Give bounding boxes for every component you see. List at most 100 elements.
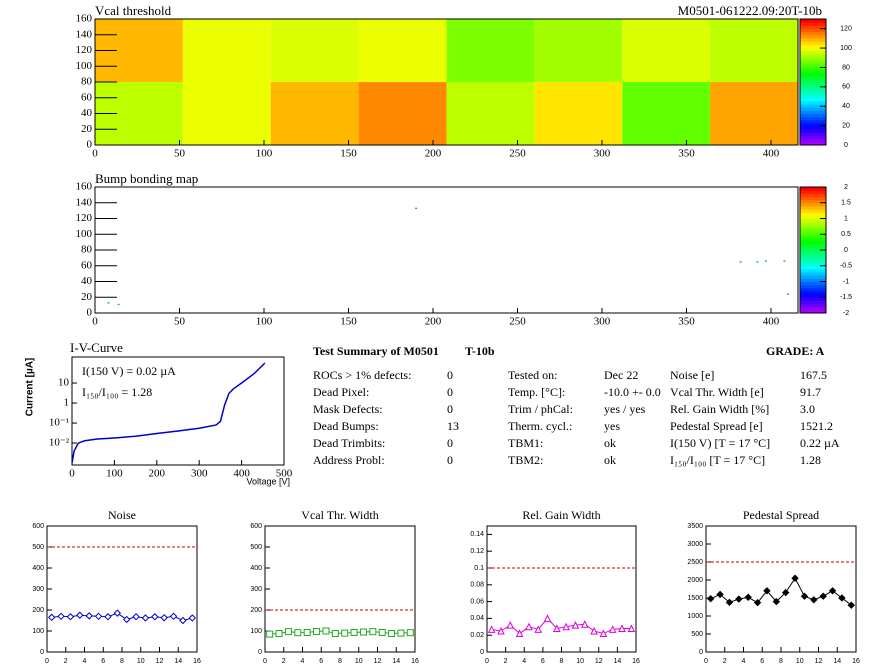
marker (791, 574, 799, 582)
colorbar-step (800, 224, 826, 229)
marker (608, 625, 617, 633)
x-tick-label: 100 (256, 148, 273, 160)
colorbar-step (800, 256, 826, 260)
colorbar-label: 20 (842, 122, 850, 129)
y-tick-label: 20 (81, 123, 93, 135)
y-tick-label: 2000 (687, 577, 703, 584)
y-tick-label: 500 (32, 544, 44, 551)
marker (179, 616, 187, 625)
colorbar-step (800, 187, 826, 191)
summary-value: ok (604, 453, 616, 467)
y-tick-label: 80 (81, 244, 93, 256)
colorbar-label: 100 (840, 45, 852, 52)
marker (838, 594, 846, 602)
colorbar-step (800, 107, 826, 111)
colorbar-step (800, 56, 826, 61)
colorbar-step (800, 294, 826, 298)
colorbar-step (800, 209, 826, 213)
marker (284, 628, 292, 636)
roc-cell (710, 82, 798, 145)
y-tick-label: 1500 (687, 595, 703, 602)
marker (828, 587, 837, 595)
summary-label: TBM2: (508, 453, 543, 467)
marker (627, 624, 636, 632)
y-tick-label: 0.08 (470, 582, 484, 589)
marker (122, 615, 131, 624)
colorbar-step (800, 88, 826, 92)
y-tick-label: 160 (76, 181, 93, 193)
colorbar-step (800, 303, 826, 308)
colorbar-step (800, 69, 826, 74)
marker (562, 622, 570, 631)
colorbar-label: 2 (844, 184, 848, 191)
summary-label: Noise [e] (670, 368, 714, 382)
y-tick-label: 80 (81, 76, 93, 88)
colorbar-step (800, 119, 826, 124)
marker (847, 601, 856, 609)
marker (763, 587, 771, 595)
marker (810, 596, 818, 604)
x-tick-label: 400 (233, 468, 250, 480)
marker (294, 629, 302, 637)
plot-frame (486, 525, 637, 653)
x-tick-label: 14 (613, 658, 621, 665)
roc-cell (182, 19, 271, 82)
y-tick-label: 0.12 (470, 548, 484, 555)
marker (113, 609, 122, 617)
colorbar-step (800, 297, 826, 301)
summary-value: 1.28 (800, 453, 821, 467)
x-tick-label: 2 (723, 658, 727, 665)
plot-frame (46, 525, 198, 653)
marker (515, 629, 524, 638)
colorbar-step (800, 72, 826, 77)
marker (543, 614, 552, 622)
colorbar-step (800, 215, 826, 219)
summary-value: Dec 22 (604, 368, 638, 382)
colorbar-step (800, 47, 826, 51)
chart-subtitle: M0501-061222.09:20T-10b (678, 3, 822, 18)
x-tick-label: 16 (411, 658, 419, 665)
summary-label: ROCs > 1% defects: (313, 368, 411, 382)
chart-title: Vcal Thr. Width (301, 508, 378, 522)
colorbar-step (800, 94, 826, 99)
y-tick-label: 60 (81, 259, 93, 271)
summary-label: Tested on: (508, 368, 557, 382)
y-tick-label: 300 (32, 586, 44, 593)
colorbar-step (800, 218, 826, 223)
annotation: I(150 V) = 0.02 µA (82, 364, 176, 378)
marker (388, 630, 396, 638)
x-tick-label: 12 (815, 658, 823, 665)
x-tick-label: 2 (282, 658, 286, 665)
colorbar-step (800, 309, 826, 314)
y-tick-label: 400 (32, 565, 44, 572)
y-tick-label: 3500 (687, 523, 703, 530)
summary-label: Vcal Thr. Width [e] (670, 385, 764, 399)
summary-label: Address Probl: (313, 453, 385, 467)
x-tick-label: 10 (796, 658, 804, 665)
marker (534, 625, 543, 633)
y-tick-label: 200 (32, 607, 44, 614)
summary-label: TBM1: (508, 436, 543, 450)
y-tick-label: 120 (76, 212, 93, 224)
y-tick-label: 120 (76, 44, 93, 56)
colorbar-step (800, 59, 826, 64)
y-tick-label: 160 (76, 13, 93, 25)
marker (506, 621, 515, 629)
x-tick-label: 0 (92, 148, 98, 160)
y-tick-label: 0 (87, 139, 93, 151)
summary-value: 0 (447, 402, 453, 416)
colorbar-step (800, 113, 826, 118)
marker (47, 613, 56, 622)
marker (57, 612, 65, 621)
x-tick-label: 8 (779, 658, 783, 665)
marker (350, 628, 358, 636)
x-tick-label: 14 (833, 658, 841, 665)
colorbar-frame (799, 18, 827, 146)
colorbar-step (800, 110, 826, 114)
x-tick-label: 300 (594, 316, 611, 328)
marker (725, 598, 734, 607)
colorbar-step (800, 78, 826, 83)
roc-cell (446, 19, 535, 82)
y-tick-label: 0 (480, 649, 484, 656)
y-tick-label: 600 (32, 523, 44, 530)
